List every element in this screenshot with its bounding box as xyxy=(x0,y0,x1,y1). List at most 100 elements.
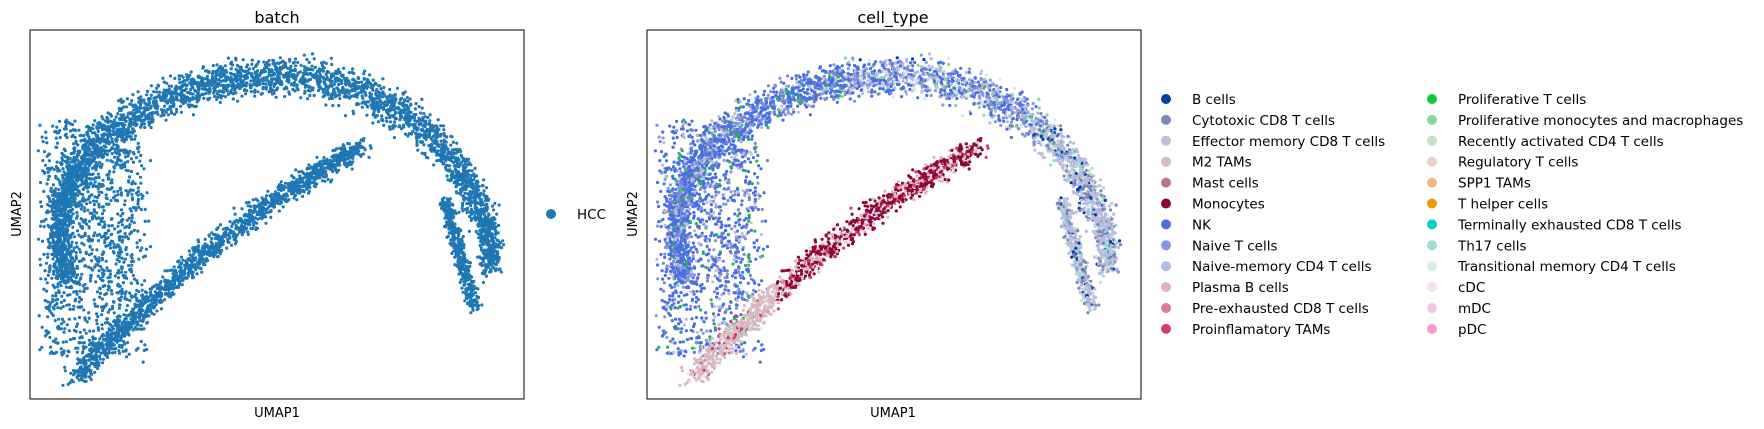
scatter-point xyxy=(79,203,83,207)
scatter-point xyxy=(270,77,274,81)
scatter-point xyxy=(63,211,67,215)
scatter-point xyxy=(473,193,477,197)
scatter-point xyxy=(64,124,68,128)
scatter-point xyxy=(135,288,139,292)
scatter-point xyxy=(490,223,495,227)
scatter-point xyxy=(124,105,129,109)
scatter-point xyxy=(262,76,266,80)
scatter-point xyxy=(233,75,237,79)
scatter-point xyxy=(77,341,81,345)
scatter-point xyxy=(116,291,120,295)
scatter-point xyxy=(426,115,430,120)
scatter-point xyxy=(250,83,254,87)
scatter-point xyxy=(69,243,73,247)
scatter-point xyxy=(64,172,68,177)
scatter-point xyxy=(115,244,119,248)
scatter-point xyxy=(85,202,89,206)
scatter-point xyxy=(413,119,417,123)
scatter-point xyxy=(121,290,125,294)
scatter-point xyxy=(113,155,117,159)
scatter-point xyxy=(79,224,83,228)
scatter-point xyxy=(400,115,404,119)
scatter-point xyxy=(55,325,60,330)
scatter-point xyxy=(111,129,115,133)
scatter-point xyxy=(150,115,154,119)
scatter-point xyxy=(78,330,82,334)
scatter-point xyxy=(253,82,257,86)
scatter-point xyxy=(95,248,99,252)
scatter-point xyxy=(484,186,489,190)
scatter-point xyxy=(326,93,330,97)
scatter-point xyxy=(471,210,475,214)
scatter-point xyxy=(54,165,59,169)
scatter-point xyxy=(86,190,90,194)
scatter-point xyxy=(94,184,98,188)
scatter-point xyxy=(130,213,134,217)
scatter-point xyxy=(185,73,189,77)
scatter-point xyxy=(58,119,62,123)
scatter-point xyxy=(46,209,50,213)
scatter-point xyxy=(57,317,61,321)
scatter-point xyxy=(330,62,334,67)
scatter-point xyxy=(67,317,71,321)
scatter-point xyxy=(333,95,337,99)
scatter-point xyxy=(428,113,432,117)
scatter-point xyxy=(377,96,381,100)
scatter-point xyxy=(311,68,315,72)
scatter-point xyxy=(229,88,233,92)
scatter-point xyxy=(78,166,82,170)
scatter-point xyxy=(121,281,125,285)
scatter-point xyxy=(57,241,61,245)
scatter-point xyxy=(277,61,281,66)
scatter-point xyxy=(347,90,351,94)
scatter-point xyxy=(65,193,69,197)
scatter-point xyxy=(102,209,106,213)
scatter-point xyxy=(357,86,362,90)
scatter-point xyxy=(398,98,402,102)
scatter-point xyxy=(145,93,149,97)
scatter-point xyxy=(97,190,101,194)
scatter-point xyxy=(92,298,96,302)
scatter-point xyxy=(265,60,269,65)
scatter-point xyxy=(404,121,408,125)
scatter-point xyxy=(49,345,53,349)
scatter-point xyxy=(68,338,72,342)
scatter-point xyxy=(229,243,234,247)
scatter-point xyxy=(214,71,218,75)
scatter-point xyxy=(105,115,109,119)
scatter-point xyxy=(379,87,383,91)
scatter-point xyxy=(381,77,385,81)
scatter-point xyxy=(126,237,131,241)
scatter-point xyxy=(122,260,126,264)
scatter-point xyxy=(142,233,146,237)
scatter-point xyxy=(85,286,89,290)
scatter-point xyxy=(221,79,225,83)
scatter-point xyxy=(110,239,114,243)
scatter-point xyxy=(155,105,159,110)
scatter-point xyxy=(94,280,98,284)
scatter-point xyxy=(229,67,233,71)
scatter-point xyxy=(68,236,72,240)
scatter-point xyxy=(322,81,327,85)
scatter-point xyxy=(47,304,52,308)
scatter-point xyxy=(244,92,248,96)
scatter-point xyxy=(424,137,428,141)
scatter-point xyxy=(71,266,75,270)
scatter-point xyxy=(327,97,332,101)
scatter-point xyxy=(138,159,142,163)
scatter-point xyxy=(82,243,86,247)
scatter-point xyxy=(73,196,77,200)
scatter-point xyxy=(331,103,335,108)
scatter-point xyxy=(57,188,61,192)
scatter-point xyxy=(268,86,273,90)
scatter-point xyxy=(355,102,359,106)
scatter-point xyxy=(88,244,92,248)
scatter-point xyxy=(61,198,65,202)
scatter-point xyxy=(54,276,58,280)
scatter-point xyxy=(140,196,144,200)
scatter-point xyxy=(234,91,238,95)
scatter-point xyxy=(371,121,375,125)
scatter-point xyxy=(123,257,127,261)
scatter-point xyxy=(485,216,489,220)
scatter-point xyxy=(199,83,203,87)
